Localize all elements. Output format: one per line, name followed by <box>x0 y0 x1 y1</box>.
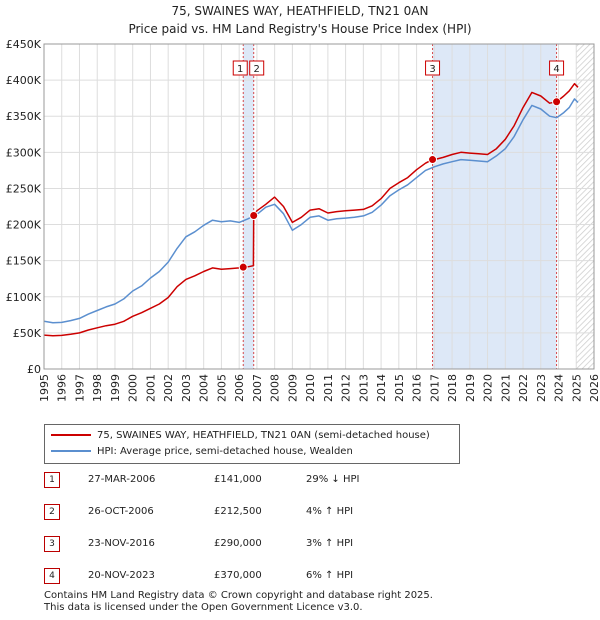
sale-price: £141,000 <box>214 474 262 485</box>
legend-item-hpi: HPI: Average price, semi-detached house,… <box>51 444 353 460</box>
x-tick-label: 2009 <box>286 374 299 402</box>
sale-row: 4 20-NOV-2023 £370,000 6% ↑ HPI <box>44 566 444 586</box>
sale-row: 1 27-MAR-2006 £141,000 29% ↓ HPI <box>44 470 444 490</box>
sale-number-box <box>232 60 248 76</box>
shaded-ownership-period <box>243 44 254 369</box>
legend-label-property: 75, SWAINES WAY, HEATHFIELD, TN21 0AN (s… <box>97 430 430 441</box>
sale-number-box <box>425 60 441 76</box>
x-tick-label: 2021 <box>499 374 512 402</box>
shaded-ownership-period <box>432 44 557 369</box>
sale-number-label: 1 <box>237 64 243 75</box>
y-tick-label: £200K <box>6 219 42 232</box>
x-tick-label: 2026 <box>588 374 600 402</box>
hpi-series-line <box>44 98 579 324</box>
x-tick-label: 1997 <box>73 374 86 402</box>
sale-date: 27-MAR-2006 <box>88 474 156 485</box>
chart-title-line1: 75, SWAINES WAY, HEATHFIELD, TN21 0AN <box>171 4 429 18</box>
x-tick-label: 2023 <box>535 374 548 402</box>
x-tick-label: 2019 <box>464 374 477 402</box>
sale-date: 26-OCT-2006 <box>88 506 154 517</box>
x-tick-label: 2012 <box>340 374 353 402</box>
sale-hpi-change: 6% ↑ HPI <box>306 570 354 581</box>
sale-hpi-change: 29% ↓ HPI <box>306 474 360 485</box>
attribution-footer: Contains HM Land Registry data © Crown c… <box>44 590 433 614</box>
x-tick-label: 2017 <box>428 374 441 402</box>
x-tick-label: 1998 <box>91 374 104 402</box>
sale-number-badge: 1 <box>44 472 60 488</box>
attribution-line2: This data is licensed under the Open Gov… <box>44 602 363 613</box>
legend-label-hpi: HPI: Average price, semi-detached house,… <box>97 446 353 457</box>
sale-hpi-change: 3% ↑ HPI <box>306 538 354 549</box>
y-tick-label: £0 <box>27 363 41 376</box>
sale-price: £370,000 <box>214 570 262 581</box>
sale-price: £212,500 <box>214 506 262 517</box>
x-tick-label: 2000 <box>127 374 140 402</box>
property-series-line <box>44 82 579 337</box>
x-tick-label: 1999 <box>109 374 122 402</box>
sale-row: 2 26-OCT-2006 £212,500 4% ↑ HPI <box>44 502 444 522</box>
sale-price: £290,000 <box>214 538 262 549</box>
x-tick-label: 2015 <box>393 374 406 402</box>
sale-point <box>238 262 248 272</box>
x-tick-label: 1995 <box>38 374 51 402</box>
sale-number-box <box>549 60 565 76</box>
attribution-line1: Contains HM Land Registry data © Crown c… <box>44 590 433 601</box>
price-chart: £0 £50K £100K £150K £200K £250K £300K £350K £400… <box>6 38 600 402</box>
x-tick-label: 2003 <box>180 374 193 402</box>
y-tick-label: £400K <box>6 74 42 87</box>
sale-point <box>552 97 562 107</box>
y-tick-label: £250K <box>6 182 42 195</box>
sale-point <box>249 211 259 221</box>
x-tick-label: 2005 <box>215 374 228 402</box>
x-tick-label: 2008 <box>269 374 282 402</box>
sale-number-label: 2 <box>254 64 260 75</box>
x-tick-label: 2016 <box>411 374 424 402</box>
x-tick-label: 2004 <box>198 374 211 402</box>
sale-number-box <box>249 60 265 76</box>
x-tick-label: 2010 <box>304 374 317 402</box>
forecast-hatch-region <box>576 44 594 369</box>
chart-title: 75, SWAINES WAY, HEATHFIELD, TN21 0AN Pr… <box>0 2 600 38</box>
sale-date: 20-NOV-2023 <box>88 570 155 581</box>
x-tick-label: 2022 <box>517 374 530 402</box>
chart-legend: 75, SWAINES WAY, HEATHFIELD, TN21 0AN (s… <box>44 424 460 464</box>
x-tick-label: 1996 <box>56 374 69 402</box>
sale-point <box>428 155 438 165</box>
chart-title-line2: Price paid vs. HM Land Registry's House … <box>128 22 472 36</box>
y-tick-label: £350K <box>6 110 42 123</box>
sale-number-badge: 2 <box>44 504 60 520</box>
x-tick-label: 2024 <box>553 374 566 402</box>
sale-number-label: 3 <box>429 64 435 75</box>
sale-number-badge: 3 <box>44 536 60 552</box>
plot-frame <box>43 43 595 370</box>
x-tick-label: 2011 <box>322 374 335 402</box>
x-tick-label: 2001 <box>144 374 157 402</box>
legend-swatch-property <box>51 434 91 436</box>
x-tick-label: 2006 <box>233 374 246 402</box>
x-tick-label: 2002 <box>162 374 175 402</box>
x-tick-label: 2007 <box>251 374 264 402</box>
y-tick-label: £100K <box>6 291 42 304</box>
sale-date: 23-NOV-2016 <box>88 538 155 549</box>
sale-number-label: 4 <box>553 64 559 75</box>
x-tick-label: 2025 <box>570 374 583 402</box>
x-tick-label: 2020 <box>482 374 495 402</box>
y-tick-label: £150K <box>6 255 42 268</box>
y-tick-label: £450K <box>6 38 42 51</box>
sale-number-badge: 4 <box>44 568 60 584</box>
x-tick-label: 2013 <box>357 374 370 402</box>
x-tick-label: 2018 <box>446 374 459 402</box>
sale-row: 3 23-NOV-2016 £290,000 3% ↑ HPI <box>44 534 444 554</box>
legend-swatch-hpi <box>51 450 91 452</box>
y-tick-label: £300K <box>6 146 42 159</box>
sale-hpi-change: 4% ↑ HPI <box>306 506 354 517</box>
legend-item-property: 75, SWAINES WAY, HEATHFIELD, TN21 0AN (s… <box>51 428 430 444</box>
x-tick-label: 2014 <box>375 374 388 402</box>
y-tick-label: £50K <box>13 327 42 340</box>
